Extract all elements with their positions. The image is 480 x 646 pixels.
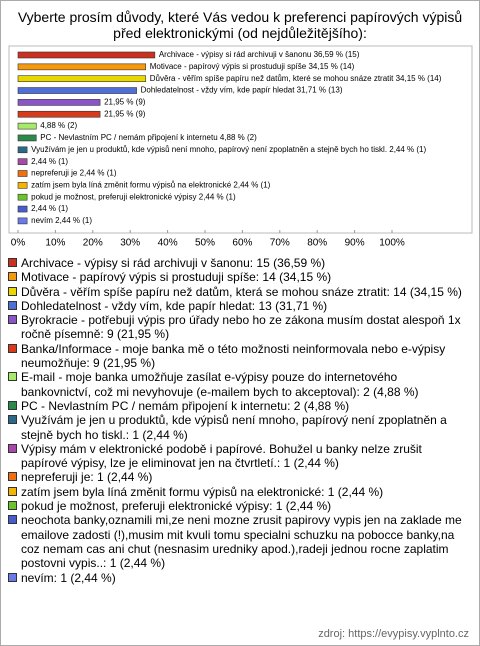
bar	[17, 87, 137, 94]
legend-label: Využívám je jen u produktů, kde výpisů n…	[21, 413, 447, 442]
legend-swatch	[8, 258, 17, 267]
x-tick-label: 80%	[307, 238, 327, 249]
legend-item: Byrokracie - potřebuji výpis pro úřady n…	[8, 313, 470, 342]
bar	[17, 63, 147, 71]
legend: Archivace - výpisy si rád archivuji v ša…	[8, 256, 470, 585]
bar-label: zatím jsem byla líná změnit formu výpisů…	[31, 180, 271, 189]
x-tick-label: 60%	[232, 238, 252, 249]
legend-swatch	[8, 372, 17, 382]
bar-label: 21,95 % (9)	[104, 98, 146, 107]
bar	[17, 158, 28, 165]
x-tick-label: 90%	[345, 238, 365, 249]
bar	[17, 182, 28, 189]
legend-item: Archivace - výpisy si rád archivuji v ša…	[8, 256, 470, 270]
legend-swatch	[8, 515, 17, 525]
legend-swatch	[8, 300, 17, 310]
bar	[17, 51, 156, 59]
legend-label: neochota banky,oznamili mi,ze neni mozne…	[21, 513, 462, 571]
legend-swatch	[8, 486, 17, 496]
legend-label: Důvěra - věřím spíše papíru než datům, k…	[21, 284, 462, 299]
legend-item: Banka/Informace - moje banka mě o této m…	[8, 342, 470, 371]
chart: 0% 10% 20% 30% 40% 50% 60% 70% 80% 90% 100% Archiva…	[8, 45, 473, 249]
bar-label: Motivace - papírový výpis si prostuduji …	[150, 62, 355, 71]
legend-swatch	[8, 443, 17, 453]
bar-label: Využívám je jen u produktů, kde výpisů n…	[31, 145, 426, 154]
x-tick-label: 20%	[83, 238, 103, 249]
legend-item: Motivace - papírový výpis si prostuduji …	[8, 270, 470, 284]
legend-label: Byrokracie - potřebuji výpis pro úřady n…	[21, 313, 461, 342]
legend-swatch	[8, 315, 17, 325]
legend-label: zatím jsem byla líná změnit formu výpisů…	[21, 484, 384, 499]
bar	[17, 193, 28, 201]
bar	[17, 122, 37, 130]
bar	[17, 110, 101, 118]
bar	[17, 205, 28, 213]
bar-label: PC - Nevlastním PC / nemám připojení k i…	[40, 133, 257, 142]
legend-item: nevím: 1 (2,44 %)	[8, 571, 470, 585]
legend-item: Výpisy mám v elektronické podobě i papír…	[8, 442, 470, 471]
legend-swatch	[8, 286, 17, 296]
bar-label: nepreferuji je 2,44 % (1)	[31, 169, 117, 178]
bar-label: 2,44 % (1)	[31, 157, 68, 166]
bar	[17, 170, 28, 177]
legend-item: Využívám je jen u produktů, kde výpisů n…	[8, 413, 470, 442]
bar-label: pokud je možnost, preferuji elektronické…	[31, 192, 236, 201]
legend-item: Dohledatelnost - vždy vím, kde papír hle…	[8, 299, 470, 313]
legend-item: E-mail - moje banka umožňuje zasílat e-v…	[8, 370, 470, 399]
legend-item: zatím jsem byla líná změnit formu výpisů…	[8, 485, 470, 499]
legend-label: Banka/Informace - moje banka mě o této m…	[21, 341, 446, 371]
legend-swatch	[8, 272, 17, 282]
bar	[17, 146, 28, 154]
source: zdroj: https://evypisy.vyplnto.cz	[318, 628, 469, 640]
x-tick-label: 30%	[120, 238, 140, 249]
legend-label: Motivace - papírový výpis si prostuduji …	[21, 270, 332, 285]
legend-item: pokud je možnost, preferuji elektronické…	[8, 499, 470, 513]
x-tick-label: 10%	[45, 238, 65, 249]
bar-label: nevím 2,44 % (1)	[31, 216, 92, 225]
bar	[17, 75, 147, 82]
bar	[17, 99, 101, 106]
bar	[17, 217, 28, 225]
legend-item: PC - Nevlastním PC / nemám připojení k i…	[8, 399, 470, 413]
bar-label: Dohledatelnost - vždy vím, kde papír hle…	[141, 86, 343, 95]
legend-item: neochota banky,oznamili mi,ze neni mozne…	[8, 513, 470, 570]
legend-swatch	[8, 415, 17, 425]
x-tick-label: 100%	[379, 238, 405, 249]
legend-label: nevím: 1 (2,44 %)	[21, 570, 116, 585]
legend-label: Výpisy mám v elektronické podobě i papír…	[21, 441, 422, 471]
legend-swatch	[8, 572, 17, 582]
legend-swatch	[8, 501, 17, 511]
legend-label: pokud je možnost, preferuji elektronické…	[21, 499, 332, 514]
legend-label: PC - Nevlastním PC / nemám připojení k i…	[21, 398, 350, 413]
legend-swatch	[8, 400, 17, 410]
x-tick-label: 70%	[270, 238, 290, 249]
x-tick-label: 50%	[195, 238, 215, 249]
bar	[17, 134, 37, 142]
legend-label: Archivace - výpisy si rád archivuji v ša…	[21, 256, 326, 270]
bar-label: 2,44 % (1)	[31, 204, 68, 213]
legend-item: Důvěra - věřím spíše papíru než datům, k…	[8, 285, 470, 299]
legend-item: nepreferuji je: 1 (2,44 %)	[8, 470, 470, 484]
bar-label: Důvěra - věřím spíše papíru než datům, k…	[150, 74, 442, 83]
legend-swatch	[8, 343, 17, 353]
chart-title: Vyberte prosím důvody, které Vás vedou k…	[17, 9, 463, 41]
legend-label: E-mail - moje banka umožňuje zasílat e-v…	[21, 370, 419, 399]
legend-label: Dohledatelnost - vždy vím, kde papír hle…	[21, 298, 328, 313]
bar-label: 4,88 % (2)	[40, 121, 77, 130]
bar-label: Archivace - výpisy si rád archivuji v ša…	[159, 50, 360, 59]
bar-label: 21,95 % (9)	[104, 109, 146, 118]
legend-swatch	[8, 472, 17, 482]
x-tick-label: 40%	[158, 238, 178, 249]
plot-frame	[8, 45, 473, 234]
x-tick-label: 0%	[11, 238, 26, 249]
legend-label: nepreferuji je: 1 (2,44 %)	[21, 470, 153, 485]
